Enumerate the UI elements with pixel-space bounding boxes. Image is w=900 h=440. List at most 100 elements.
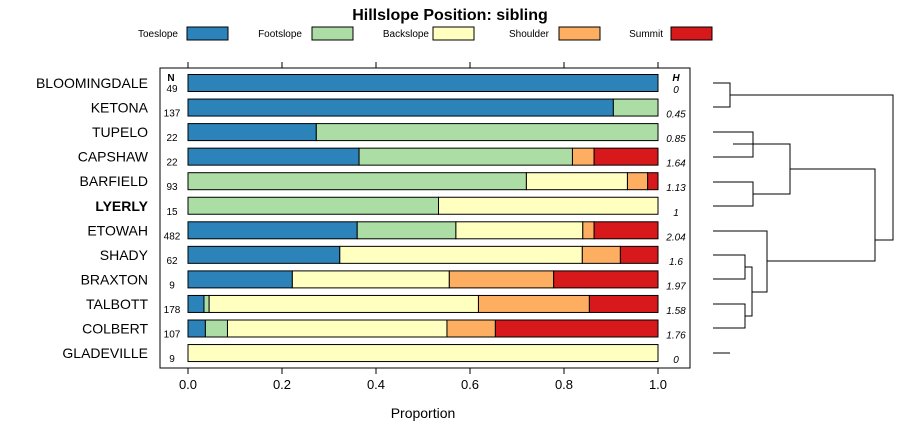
dendrogram-branch <box>713 230 768 293</box>
bar-segment <box>187 74 659 92</box>
bar-segment <box>626 172 649 191</box>
dendrogram-branch <box>730 94 894 241</box>
bar-segment <box>494 319 659 338</box>
bar-segment <box>619 245 659 264</box>
bar-segment <box>356 221 457 240</box>
n-count-label: 15 <box>166 207 178 218</box>
bar-segment <box>358 147 573 166</box>
n-count-label: 22 <box>166 158 178 169</box>
legend-swatch <box>186 26 229 41</box>
n-count-label: 62 <box>166 256 178 267</box>
x-axis: 0.0 0.2 0.4 0.6 0.8 1.0 <box>179 62 667 392</box>
bar-segment <box>582 221 595 240</box>
entropy-label: 0.85 <box>666 134 686 145</box>
bar-segment <box>455 221 584 240</box>
legend: Toeslope Footslope Backslope Shoulder Summit <box>138 26 713 41</box>
bar-segment <box>477 294 590 313</box>
bar-segment <box>226 319 448 338</box>
category-label: ETOWAH <box>87 222 148 238</box>
dendrogram-branch <box>713 181 754 207</box>
n-count-label: 482 <box>164 231 181 242</box>
entropy-label: 0.45 <box>666 110 686 121</box>
x-axis-title: Proportion <box>391 405 456 421</box>
bar-segment <box>187 270 293 289</box>
n-count-label: 178 <box>164 305 181 316</box>
x-tick-label: 0.0 <box>179 377 197 392</box>
n-column-header: N <box>167 73 174 84</box>
category-label: KETONA <box>91 100 149 116</box>
bar-segment <box>593 147 659 166</box>
bar-segment <box>204 319 228 338</box>
bar-segment <box>187 221 358 240</box>
legend-label: Footslope <box>258 29 302 40</box>
h-column-header: H <box>672 73 680 84</box>
x-tick-label: 0.8 <box>555 377 573 392</box>
bar-segment <box>187 98 614 117</box>
bar-segment <box>187 344 659 363</box>
legend-label: Backslope <box>383 29 430 40</box>
category-label: CAPSHAW <box>78 149 149 165</box>
entropy-label: 1.6 <box>669 257 683 268</box>
x-tick-label: 1.0 <box>649 377 667 392</box>
x-tick-label: 0.4 <box>367 377 385 392</box>
bar-segment <box>588 294 659 313</box>
legend-label: Toeslope <box>138 29 178 40</box>
legend-label: Summit <box>629 29 663 40</box>
n-count-label: 49 <box>166 84 178 95</box>
entropy-label: 1 <box>673 208 679 219</box>
bar-segment <box>339 245 583 264</box>
bar-segment <box>187 319 206 338</box>
dendrogram-branch <box>713 303 746 329</box>
n-count-label: 9 <box>169 354 175 365</box>
bar-segment <box>571 147 595 166</box>
legend-label: Shoulder <box>509 29 550 40</box>
bar-segment <box>612 98 659 117</box>
n-count-label: 9 <box>169 280 175 291</box>
bar-segment <box>553 270 659 289</box>
n-count-label: 107 <box>164 330 181 341</box>
bar-segment <box>315 123 659 142</box>
bar-segment <box>208 294 479 313</box>
bar-segment <box>446 319 496 338</box>
category-label: GLADEVILLE <box>62 345 148 361</box>
dendrogram-branch <box>745 266 753 317</box>
dendrogram-branch <box>733 143 791 195</box>
n-count-label: 137 <box>164 109 181 120</box>
chart-title: Hillslope Position: sibling <box>352 7 548 24</box>
bar-segment <box>647 172 659 191</box>
dendrogram-branch <box>713 254 746 280</box>
legend-swatch <box>432 26 475 41</box>
bar-segment <box>438 196 659 215</box>
category-label: BARFIELD <box>80 173 148 189</box>
n-count-label: 93 <box>166 182 178 193</box>
bar-rows: BLOOMINGDALE 49 0 KETONA 137 0.45 TUPELO 22 0.85… <box>36 74 686 366</box>
plot-frame <box>159 67 691 369</box>
category-label: LYERLY <box>95 198 148 214</box>
entropy-label: 2.04 <box>665 232 686 243</box>
entropy-label: 1.64 <box>666 159 686 170</box>
legend-swatch <box>558 26 601 41</box>
bar-segment <box>593 221 659 240</box>
bar-segment <box>187 123 317 142</box>
category-label: BRAXTON <box>81 271 148 287</box>
category-label: SHADY <box>100 247 149 263</box>
dendrogram-branch <box>713 82 731 108</box>
n-count-label: 22 <box>166 133 178 144</box>
category-label: COLBERT <box>82 321 148 337</box>
bar-segment <box>187 294 205 313</box>
entropy-label: 1.13 <box>666 183 686 194</box>
entropy-label: 1.97 <box>666 281 686 292</box>
entropy-label: 0 <box>673 355 679 366</box>
bar-segment <box>203 294 210 313</box>
entropy-label: 1.58 <box>666 306 686 317</box>
dendrogram-branch <box>767 168 876 262</box>
category-label: TALBOTT <box>86 296 148 312</box>
x-tick-label: 0.6 <box>461 377 479 392</box>
category-label: TUPELO <box>92 124 148 140</box>
legend-swatch <box>670 26 713 41</box>
bar-segment <box>448 270 555 289</box>
bar-segment <box>187 245 341 264</box>
bar-segment <box>187 196 440 215</box>
bar-segment <box>187 172 527 191</box>
